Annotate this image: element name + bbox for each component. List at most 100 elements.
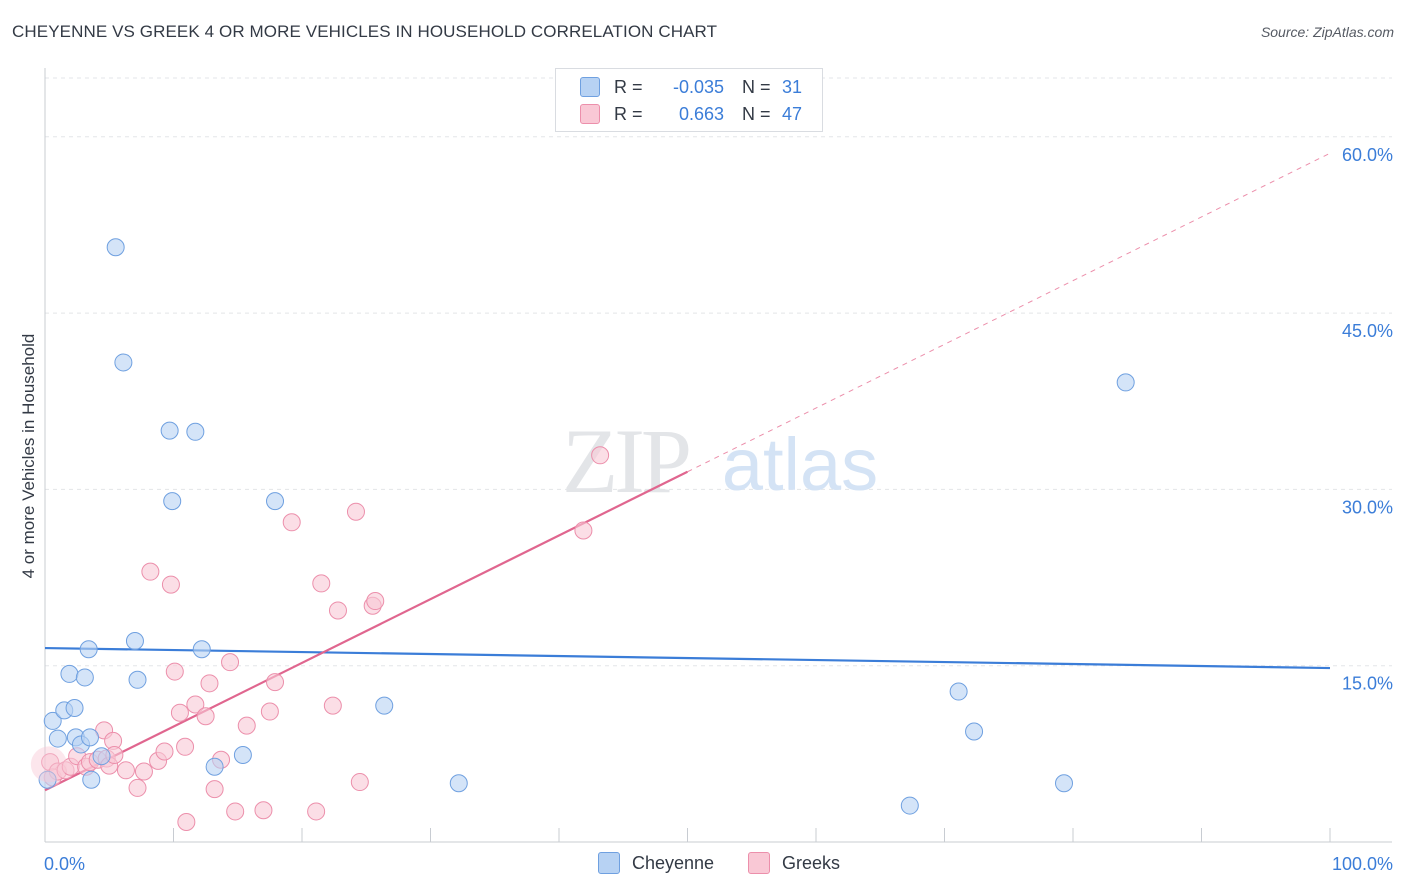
y-tick-label: 15.0% bbox=[1342, 674, 1393, 694]
greeks-point bbox=[200, 674, 219, 693]
cheyenne-point bbox=[65, 699, 84, 718]
cheyenne-n-value: 31 bbox=[782, 76, 803, 97]
grid-lines bbox=[45, 77, 1392, 667]
greeks-point bbox=[134, 762, 153, 781]
cheyenne-point bbox=[125, 632, 144, 651]
greeks-point bbox=[205, 780, 224, 799]
y-tick-label: 60.0% bbox=[1342, 145, 1393, 165]
watermark: ZIP atlas bbox=[562, 410, 878, 512]
greeks-legend-swatch bbox=[748, 852, 770, 874]
cheyenne-point bbox=[48, 729, 67, 748]
cheyenne-legend-swatch bbox=[598, 852, 620, 874]
greeks-point bbox=[141, 562, 160, 581]
greeks-point bbox=[165, 662, 184, 681]
cheyenne-point bbox=[233, 746, 252, 765]
greeks-point bbox=[170, 703, 189, 722]
cheyenne-point bbox=[1055, 774, 1074, 793]
cheyenne-point bbox=[114, 353, 133, 372]
cheyenne-point bbox=[92, 747, 111, 766]
cheyenne-point bbox=[1116, 373, 1135, 392]
greeks-point bbox=[346, 502, 365, 521]
cheyenne-point bbox=[186, 422, 205, 441]
series-legend: Cheyenne Greeks bbox=[0, 852, 1406, 876]
greeks-point bbox=[266, 673, 285, 692]
series-legend-greeks[interactable]: Greeks bbox=[748, 852, 840, 874]
greeks-point bbox=[161, 575, 180, 594]
y-tick-label: 45.0% bbox=[1342, 321, 1393, 341]
cheyenne-point bbox=[80, 728, 99, 747]
watermark-atlas: atlas bbox=[722, 423, 878, 506]
y-axis-label: 4 or more Vehicles in Household bbox=[19, 334, 38, 579]
chart-title: CHEYENNE VS GREEK 4 OR MORE VEHICLES IN … bbox=[12, 22, 718, 41]
greeks-point bbox=[307, 802, 326, 821]
greeks-trend-extension bbox=[687, 152, 1331, 473]
greeks-point bbox=[328, 601, 347, 620]
r-label: R = bbox=[614, 103, 643, 124]
cheyenne-point bbox=[192, 640, 211, 659]
greeks-point bbox=[196, 707, 215, 726]
watermark-zip: ZIP bbox=[562, 410, 689, 512]
greeks-point bbox=[177, 813, 196, 832]
cheyenne-point bbox=[965, 722, 984, 741]
greeks-point bbox=[591, 446, 610, 465]
n-label: N = bbox=[742, 103, 771, 124]
greeks-legend-label: Greeks bbox=[782, 852, 841, 873]
legend-row-cheyenne: R = -0.035 N = 31 bbox=[580, 76, 802, 98]
x-tick-label-min: 0.0% bbox=[44, 854, 85, 874]
greeks-point bbox=[574, 521, 593, 540]
y-tick-label: 30.0% bbox=[1342, 497, 1393, 517]
cheyenne-point bbox=[266, 492, 285, 511]
greeks-point bbox=[366, 592, 385, 611]
cheyenne-point bbox=[949, 682, 968, 701]
x-tick-label-max: 100.0% bbox=[1332, 854, 1393, 874]
greeks-point bbox=[155, 742, 174, 761]
greeks-point bbox=[221, 653, 240, 672]
greeks-r-value: 0.663 bbox=[678, 103, 724, 124]
greeks-point-large bbox=[30, 746, 67, 783]
cheyenne-point bbox=[205, 757, 224, 776]
cheyenne-point bbox=[82, 770, 101, 789]
cheyenne-point bbox=[75, 668, 94, 687]
cheyenne-point bbox=[900, 796, 919, 815]
greeks-point bbox=[176, 737, 195, 756]
data-points bbox=[30, 238, 1135, 832]
greeks-point bbox=[254, 801, 273, 820]
greeks-point bbox=[237, 716, 256, 735]
axes bbox=[44, 68, 1392, 843]
cheyenne-point bbox=[38, 770, 57, 789]
greeks-swatch bbox=[580, 104, 600, 124]
cheyenne-r-value: -0.035 bbox=[672, 76, 724, 97]
r-label: R = bbox=[614, 76, 643, 97]
greeks-point bbox=[312, 574, 331, 593]
cheyenne-swatch bbox=[580, 77, 600, 97]
cheyenne-point bbox=[449, 774, 468, 793]
greeks-n-value: 47 bbox=[782, 103, 803, 124]
legend-row-greeks: R = 0.663 N = 47 bbox=[580, 103, 802, 125]
correlation-legend: R = -0.035 N = 31 R = 0.663 N = 47 bbox=[555, 68, 823, 132]
source-credit: Source: ZipAtlas.com bbox=[1260, 24, 1394, 40]
greeks-point bbox=[260, 702, 279, 721]
greeks-point bbox=[116, 761, 135, 780]
trend-lines bbox=[44, 152, 1331, 792]
cheyenne-point bbox=[160, 421, 179, 440]
cheyenne-point bbox=[163, 492, 182, 511]
greeks-point bbox=[226, 802, 245, 821]
greeks-point bbox=[186, 695, 205, 714]
cheyenne-point bbox=[79, 640, 98, 659]
cheyenne-point bbox=[60, 664, 79, 683]
cheyenne-point bbox=[128, 670, 147, 689]
greeks-point bbox=[323, 696, 342, 715]
cheyenne-point bbox=[375, 696, 394, 715]
cheyenne-legend-label: Cheyenne bbox=[632, 852, 715, 873]
series-legend-cheyenne[interactable]: Cheyenne bbox=[598, 852, 714, 874]
greeks-trend-line bbox=[44, 470, 688, 792]
tick-labels: 15.0% 30.0% 45.0% 60.0% 0.0% 100.0% bbox=[44, 145, 1393, 874]
cheyenne-trend-line bbox=[44, 646, 1331, 670]
cheyenne-point bbox=[106, 238, 125, 257]
greeks-point bbox=[350, 773, 369, 792]
greeks-point bbox=[282, 513, 301, 532]
n-label: N = bbox=[742, 76, 771, 97]
cheyenne-point bbox=[43, 711, 62, 730]
greeks-point bbox=[128, 778, 147, 797]
